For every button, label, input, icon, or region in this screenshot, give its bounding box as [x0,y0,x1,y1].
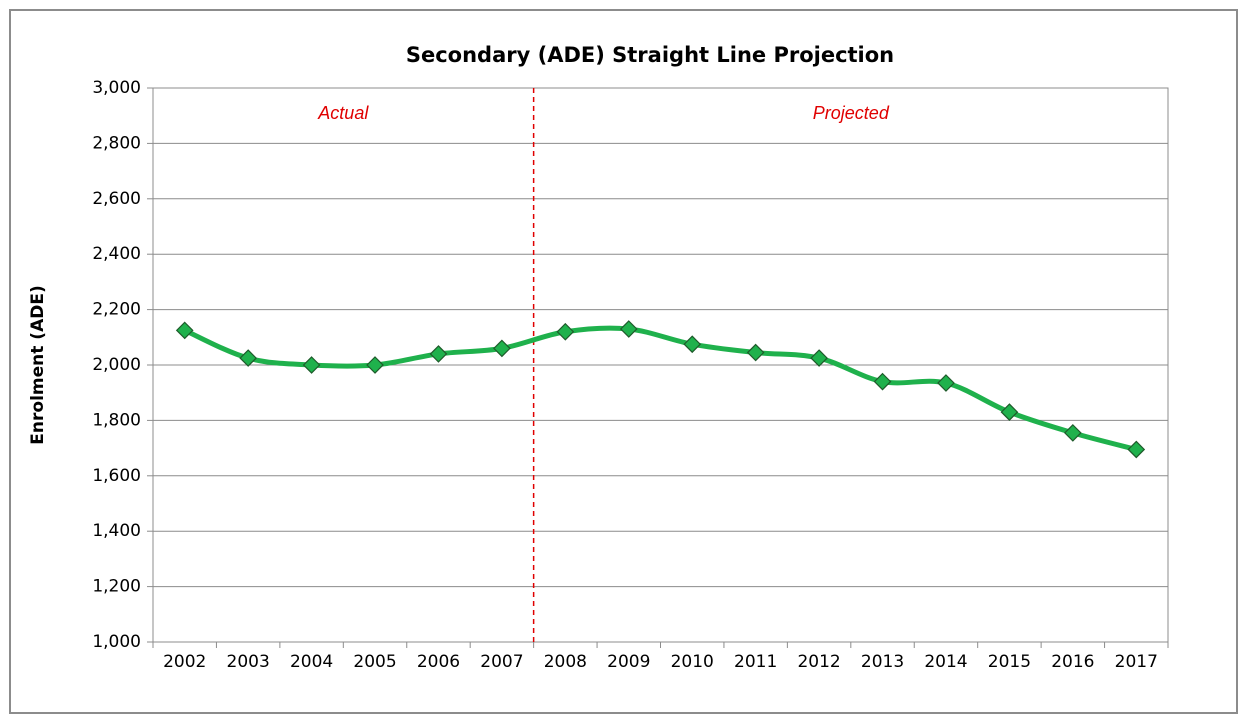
x-tick-label: 2013 [861,652,904,672]
y-tick-label: 2,400 [92,244,141,264]
x-tick-label: 2011 [734,652,777,672]
point-marker [1063,424,1082,442]
y-tick-label: 1,400 [92,521,141,541]
point-marker [175,321,194,340]
point-marker [619,320,638,338]
point-marker [239,349,258,367]
annotation: Projected [813,103,890,123]
point-marker [302,356,321,374]
y-tick-label: 2,600 [92,189,141,209]
x-tick-label: 2014 [924,652,967,672]
x-tick-label: 2009 [607,652,650,672]
x-tick-label: 2015 [988,652,1031,672]
series-line [183,325,1137,452]
y-tick-label: 3,000 [92,78,141,98]
y-tick-label: 2,000 [92,355,141,375]
y-tick-label: 1,800 [92,410,141,430]
point-marker [873,372,892,391]
x-tick-label: 2004 [290,652,333,672]
point-marker [810,349,828,367]
x-tick-label: 2012 [797,652,840,672]
chart-title: Secondary (ADE) Straight Line Projection [406,43,894,67]
x-tick-label: 2005 [353,652,396,672]
point-marker [746,343,765,362]
point-marker [1127,440,1146,459]
x-tick-label: 2017 [1115,652,1158,672]
x-tick-label: 2003 [227,652,270,672]
point-marker [1000,403,1019,421]
x-tick-label: 2002 [163,652,206,672]
y-tick-label: 2,200 [92,300,141,320]
point-marker [683,335,702,354]
x-tick-label: 2010 [671,652,714,672]
x-tick-label: 2008 [544,652,587,672]
y-tick-label: 1,000 [92,632,141,652]
point-marker [366,356,384,374]
annotation: Actual [317,103,369,123]
y-axis-label: Enrolment (ADE) [28,285,48,444]
point-marker [429,345,448,363]
x-tick-label: 2007 [480,652,523,672]
y-tick-label: 1,600 [92,466,141,486]
x-tick-label: 2016 [1051,652,1094,672]
point-marker [556,322,575,341]
x-tick-label: 2006 [417,652,460,672]
point-marker [937,374,955,392]
point-marker [493,339,511,358]
y-tick-label: 2,800 [92,133,141,153]
y-tick-label: 1,200 [92,577,141,597]
